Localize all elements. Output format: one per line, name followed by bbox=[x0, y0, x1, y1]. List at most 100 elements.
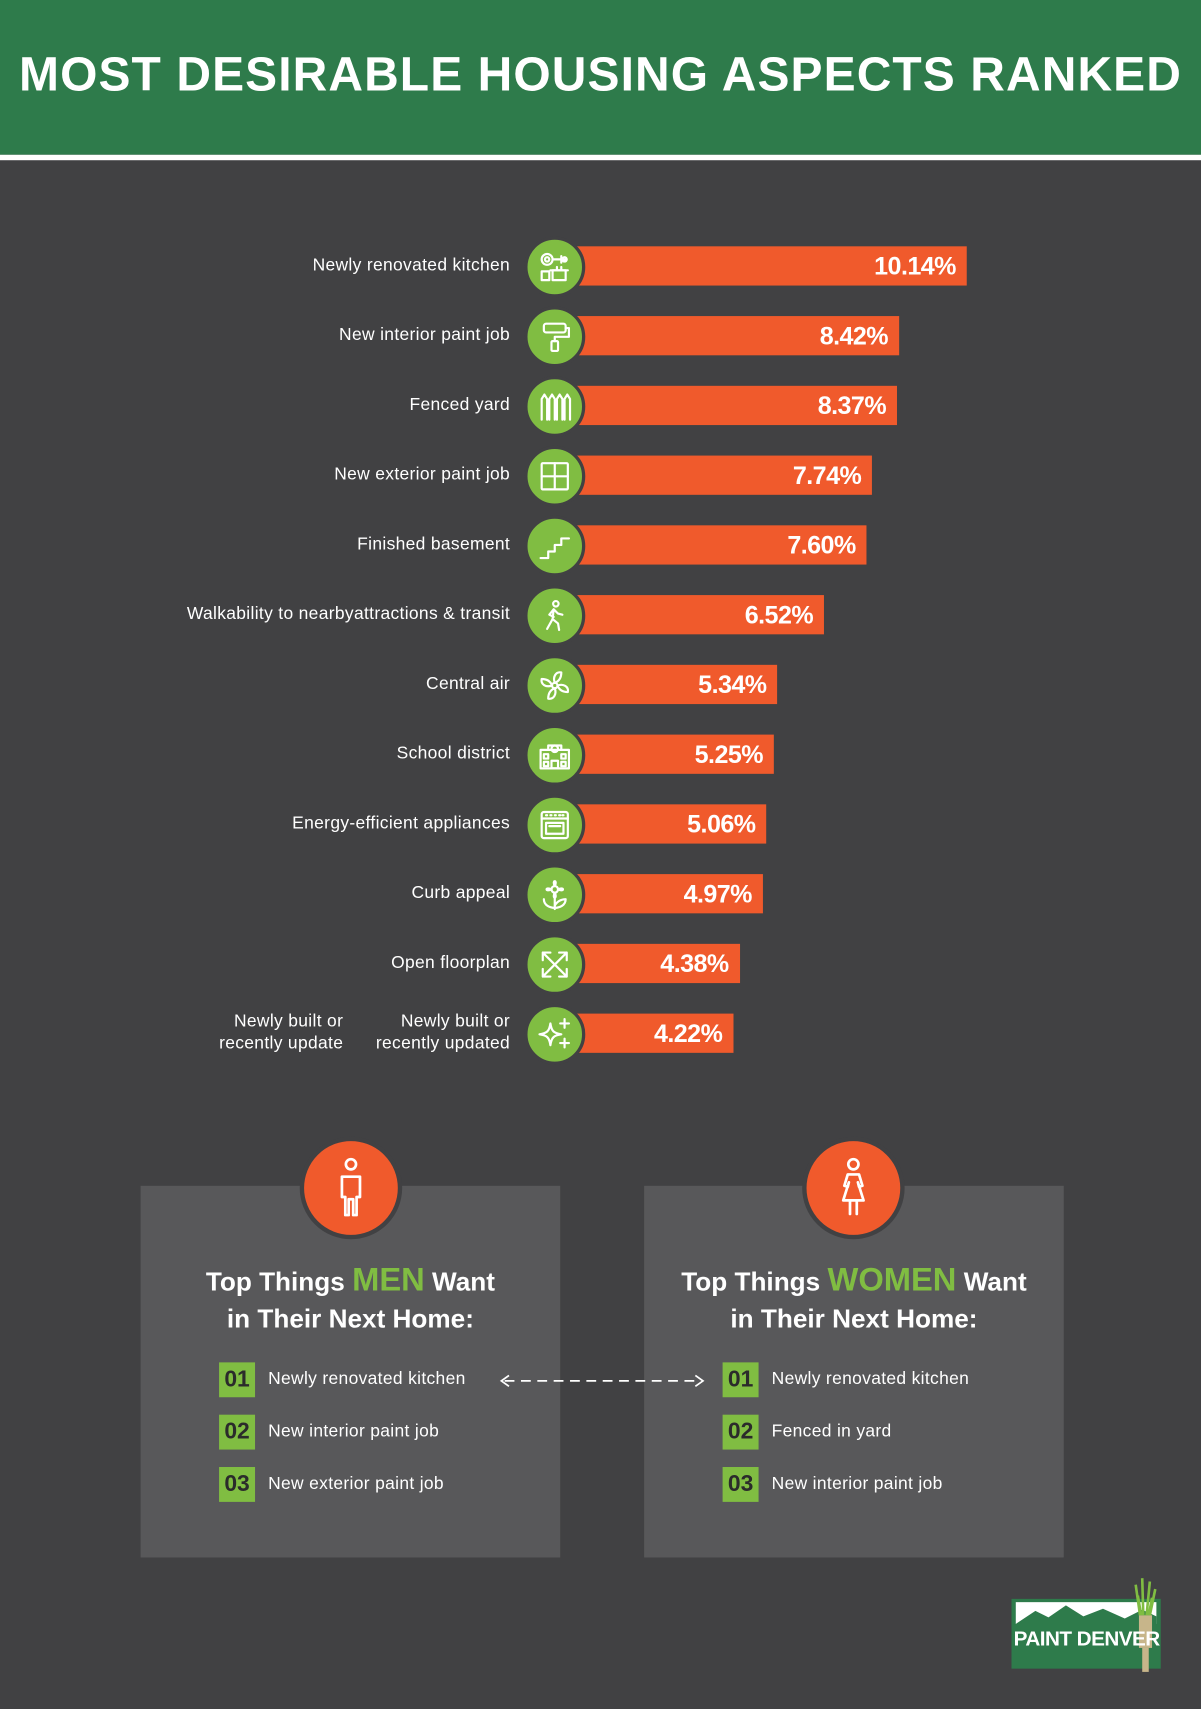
chart-row: New interior paint job 8.42% bbox=[0, 306, 1201, 368]
men-item-3: 03 New exterior paint job bbox=[219, 1467, 546, 1502]
double-arrow-icon bbox=[499, 1374, 705, 1388]
bar-value-label: 6.52% bbox=[744, 600, 814, 629]
women-title-line2: in Their Next Home: bbox=[730, 1304, 978, 1335]
women-item-text: New interior paint job bbox=[771, 1474, 943, 1494]
bar-value-label: 8.37% bbox=[817, 391, 887, 420]
men-panel: Top Things MEN Want in Their Next Home: … bbox=[140, 1185, 561, 1558]
woman-icon bbox=[802, 1136, 905, 1240]
page-title: MOST DESIRABLE HOUSING ASPECTS RANKED bbox=[19, 47, 1182, 102]
men-title-line2: in Their Next Home: bbox=[226, 1304, 474, 1335]
women-item-3: 03 New interior paint job bbox=[722, 1467, 1050, 1502]
men-panel-title: Top Things MEN Want in Their Next Home: bbox=[141, 1262, 561, 1338]
sparkle-icon bbox=[524, 1003, 586, 1065]
header-banner bbox=[0, 0, 1201, 155]
chart-row: Newly built or recently update Newly buil… bbox=[0, 1003, 1201, 1065]
category-label: Energy-efficient appliances bbox=[292, 814, 511, 833]
fan-icon bbox=[524, 655, 586, 717]
category-label: Fenced yard bbox=[409, 395, 511, 415]
category-label: Open floorplan bbox=[391, 953, 511, 973]
chart-row: New exterior paint job 7.74% bbox=[0, 445, 1201, 507]
category-label: Walkability to nearby attractions & trans… bbox=[183, 585, 510, 644]
bar: 8.37% bbox=[566, 385, 897, 426]
rank-badge: 01 bbox=[722, 1362, 759, 1398]
category-label: Newly built or recently update Newly buil… bbox=[183, 1004, 510, 1063]
men-title-post: Want bbox=[424, 1267, 495, 1297]
oven-icon bbox=[524, 794, 586, 856]
chart-row: Fenced yard 8.37% bbox=[0, 376, 1201, 438]
bar: 5.25% bbox=[566, 734, 774, 774]
category-label: Curb appeal bbox=[411, 883, 511, 903]
chart-row: Newly renovated kitchen 10.14% bbox=[0, 236, 1201, 298]
fence-icon bbox=[524, 376, 586, 438]
bar-value-label: 5.34% bbox=[698, 670, 767, 699]
bar: 7.60% bbox=[566, 525, 867, 565]
man-icon bbox=[299, 1136, 403, 1240]
bar-value-label: 7.74% bbox=[792, 461, 862, 490]
men-item-text: New interior paint job bbox=[268, 1422, 440, 1441]
men-item-2: 02 New interior paint job bbox=[219, 1414, 546, 1450]
bar: 7.74% bbox=[566, 455, 873, 495]
category-label-line: attractions & transit bbox=[353, 604, 511, 624]
expand-arrows-icon bbox=[524, 934, 586, 996]
bar: 10.14% bbox=[566, 246, 967, 286]
school-icon bbox=[524, 724, 586, 786]
men-title-pre: Top Things bbox=[205, 1267, 353, 1297]
category-label: Finished basement bbox=[357, 535, 511, 554]
chart-row: Central air 5.34% bbox=[0, 655, 1201, 717]
bar: 5.34% bbox=[566, 664, 778, 705]
category-label: New exterior paint job bbox=[334, 465, 511, 484]
rank-badge: 03 bbox=[219, 1467, 256, 1502]
logo-text: PAINT DENVER bbox=[1013, 1628, 1161, 1652]
paint-denver-logo bbox=[1011, 1578, 1161, 1672]
women-item-1: 01 Newly renovated kitchen bbox=[722, 1362, 1050, 1398]
bar-value-label: 5.25% bbox=[694, 740, 764, 769]
chart-row: Finished basement 7.60% bbox=[0, 515, 1201, 577]
bar: 4.97% bbox=[566, 874, 763, 914]
flower-icon bbox=[524, 864, 586, 926]
category-label-line: Walkability to nearby bbox=[186, 604, 354, 624]
rank-badge: 02 bbox=[722, 1414, 759, 1450]
bar-value-label: 4.97% bbox=[683, 879, 753, 908]
walking-person-icon bbox=[524, 585, 586, 647]
category-label: Central air bbox=[426, 674, 511, 694]
bar-value-label: 5.06% bbox=[687, 809, 756, 839]
kitchen-icon bbox=[524, 236, 586, 298]
men-item-text: New exterior paint job bbox=[268, 1474, 444, 1494]
chart-row: Walkability to nearby attractions & trans… bbox=[0, 585, 1201, 647]
category-label-line: Newly built or recently updated bbox=[375, 1012, 511, 1053]
bar-value-label: 10.14% bbox=[874, 251, 956, 281]
men-item-text: Newly renovated kitchen bbox=[268, 1370, 466, 1389]
women-item-2: 02 Fenced in yard bbox=[722, 1414, 1050, 1450]
category-label: Newly renovated kitchen bbox=[312, 256, 511, 275]
bar-value-label: 4.38% bbox=[660, 949, 729, 978]
rank-badge: 01 bbox=[219, 1362, 256, 1398]
men-item-1: 01 Newly renovated kitchen bbox=[219, 1362, 546, 1398]
chart-row: Curb appeal 4.97% bbox=[0, 864, 1201, 926]
window-icon bbox=[524, 445, 586, 507]
stairs-icon bbox=[524, 515, 586, 577]
bar: 4.38% bbox=[566, 943, 740, 984]
bar-value-label: 8.42% bbox=[819, 321, 889, 350]
bar: 6.52% bbox=[566, 595, 824, 635]
chart-row: Energy-efficient appliances 5.06% bbox=[0, 794, 1201, 856]
women-title-pre: Top Things bbox=[681, 1267, 828, 1297]
chart-row: Open floorplan 4.38% bbox=[0, 934, 1201, 996]
rank-badge: 02 bbox=[219, 1414, 256, 1450]
bar: 8.42% bbox=[566, 316, 899, 356]
women-item-text: Fenced in yard bbox=[771, 1422, 892, 1441]
category-label: School district bbox=[396, 744, 511, 763]
chart-row: School district 5.25% bbox=[0, 724, 1201, 786]
rank-badge: 03 bbox=[722, 1467, 759, 1502]
bar: 5.06% bbox=[566, 804, 767, 844]
women-title-post: Want bbox=[956, 1267, 1027, 1297]
paint-roller-icon bbox=[524, 306, 586, 368]
women-panel-title: Top Things WOMEN Want in Their Next Home… bbox=[644, 1262, 1064, 1338]
women-item-text: Newly renovated kitchen bbox=[771, 1370, 970, 1389]
header-divider bbox=[0, 154, 1201, 161]
women-title-highlight: WOMEN bbox=[827, 1262, 957, 1299]
bar: 4.22% bbox=[566, 1013, 734, 1053]
bar-value-label: 7.60% bbox=[787, 530, 856, 560]
category-label-line: Newly built or recently update bbox=[219, 1012, 344, 1053]
category-label: New interior paint job bbox=[339, 325, 511, 345]
bar-value-label: 4.22% bbox=[653, 1019, 723, 1048]
